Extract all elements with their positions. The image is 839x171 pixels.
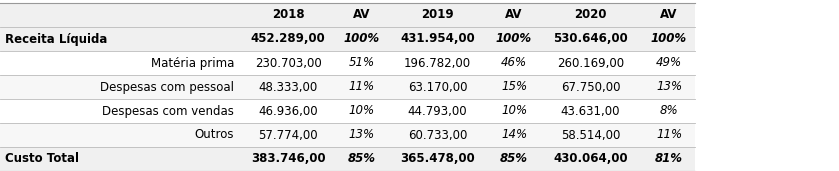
Text: 46.936,00: 46.936,00 (258, 104, 318, 117)
Text: 365.478,00: 365.478,00 (400, 153, 475, 166)
Text: 430.064,00: 430.064,00 (553, 153, 628, 166)
Bar (0, 75, 695, 99)
Text: 11%: 11% (656, 128, 682, 141)
Text: 10%: 10% (501, 104, 527, 117)
Text: 60.733,00: 60.733,00 (408, 128, 467, 141)
Text: 13%: 13% (348, 128, 374, 141)
Text: 260.169,00: 260.169,00 (557, 56, 624, 69)
Text: AV: AV (505, 9, 523, 22)
Text: 63.170,00: 63.170,00 (408, 81, 467, 94)
Text: 48.333,00: 48.333,00 (258, 81, 318, 94)
Text: Despesas com vendas: Despesas com vendas (102, 104, 234, 117)
Bar (0, 27, 695, 51)
Text: 100%: 100% (343, 32, 379, 45)
Bar (0, 123, 695, 147)
Text: 51%: 51% (348, 56, 374, 69)
Text: Receita Líquida: Receita Líquida (5, 32, 107, 45)
Text: 230.703,00: 230.703,00 (254, 56, 321, 69)
Text: 44.793,00: 44.793,00 (408, 104, 467, 117)
Text: 10%: 10% (348, 104, 374, 117)
Text: 2018: 2018 (272, 9, 305, 22)
Text: 57.774,00: 57.774,00 (258, 128, 318, 141)
Bar (0, 147, 695, 171)
Text: 43.631,00: 43.631,00 (560, 104, 620, 117)
Text: 13%: 13% (656, 81, 682, 94)
Text: 431.954,00: 431.954,00 (400, 32, 475, 45)
Text: 85%: 85% (347, 153, 376, 166)
Bar (0, 99, 695, 123)
Text: 81%: 81% (655, 153, 683, 166)
Text: 196.782,00: 196.782,00 (404, 56, 471, 69)
Text: 49%: 49% (656, 56, 682, 69)
Text: 58.514,00: 58.514,00 (560, 128, 620, 141)
Text: 530.646,00: 530.646,00 (553, 32, 628, 45)
Text: 2020: 2020 (574, 9, 607, 22)
Text: AV: AV (352, 9, 370, 22)
Bar (0, 51, 695, 75)
Text: Custo Total: Custo Total (5, 153, 79, 166)
Text: Matéria prima: Matéria prima (151, 56, 234, 69)
Text: 46%: 46% (501, 56, 527, 69)
Text: 85%: 85% (500, 153, 528, 166)
Text: 11%: 11% (348, 81, 374, 94)
Text: 100%: 100% (496, 32, 532, 45)
Text: 452.289,00: 452.289,00 (251, 32, 326, 45)
Bar (0, 3, 695, 27)
Text: Despesas com pessoal: Despesas com pessoal (100, 81, 234, 94)
Text: 67.750,00: 67.750,00 (560, 81, 620, 94)
Text: AV: AV (660, 9, 678, 22)
Text: 14%: 14% (501, 128, 527, 141)
Text: Outros: Outros (195, 128, 234, 141)
Text: 383.746,00: 383.746,00 (251, 153, 326, 166)
Text: 15%: 15% (501, 81, 527, 94)
Text: 8%: 8% (659, 104, 678, 117)
Text: 2019: 2019 (421, 9, 454, 22)
Text: 100%: 100% (651, 32, 687, 45)
